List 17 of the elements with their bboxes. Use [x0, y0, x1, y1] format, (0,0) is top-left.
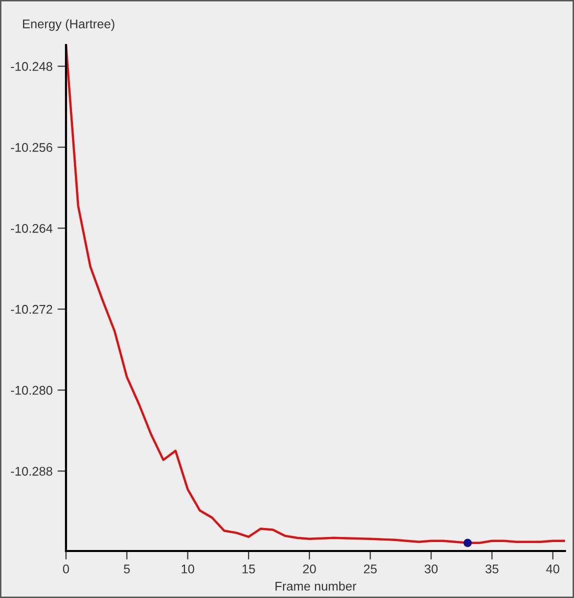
- y-tick-label: -10.264: [10, 224, 52, 233]
- y-tick-label: -10.288: [10, 466, 52, 476]
- x-axis-title: Frame number: [276, 581, 356, 591]
- x-tick-label: 10: [182, 564, 194, 574]
- y-tick-label: -10.256: [10, 143, 52, 152]
- y-tick-label: -10.272: [10, 304, 52, 314]
- x-tick-label: 25: [364, 564, 377, 574]
- y-tick-label: -10.248: [10, 62, 52, 71]
- x-tick-label: 0: [63, 564, 69, 574]
- x-tick-label: 40: [546, 564, 560, 574]
- x-tick-label: 30: [424, 564, 438, 574]
- x-tick-label: 35: [486, 564, 498, 574]
- x-tick-label: 15: [242, 564, 255, 574]
- y-axis-title: Energy (Hartree): [23, 19, 114, 31]
- x-tick-label: 20: [303, 564, 316, 574]
- y-tick-label: -10.280: [10, 386, 52, 395]
- x-tick-label: 5: [124, 564, 130, 574]
